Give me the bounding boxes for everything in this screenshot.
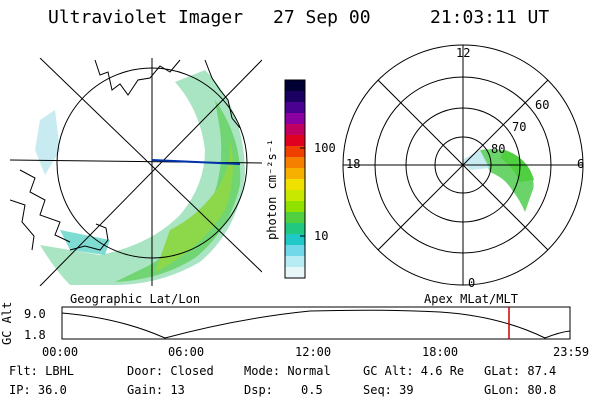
colorbar-segment <box>285 135 305 147</box>
mlt-label-18: 18 <box>346 157 361 171</box>
door-field: Door: Closed <box>127 364 214 378</box>
gain-field: Gain: 13 <box>127 383 185 397</box>
flt-field: Flt: LBHL <box>9 364 75 378</box>
colorbar-tick-10: 10 <box>314 229 329 243</box>
coastlines <box>10 59 241 251</box>
polar-map <box>342 44 584 286</box>
mode-field: Mode: Normal <box>244 364 331 378</box>
colorbar-segment <box>285 146 305 158</box>
colorbar-segment <box>285 124 305 136</box>
seq-field: Seq: 39 <box>363 383 414 397</box>
gc-alt-field: GC Alt: 4.6 Re <box>363 364 465 378</box>
colorbar-segment <box>285 245 305 257</box>
colorbar-tick-100: 100 <box>314 141 336 155</box>
geo-grid <box>10 58 262 286</box>
colorbar-segment <box>285 256 305 268</box>
terminator-line <box>151 159 241 165</box>
auroral-emission-polar <box>462 149 534 212</box>
alt-xtick: 06:00 <box>168 345 205 359</box>
polar-grid <box>342 44 584 286</box>
date-label: 27 Sep 00 <box>273 7 371 28</box>
altitude-plot <box>61 306 571 340</box>
glon-field: GLon: 80.8 <box>484 383 557 397</box>
mlt-label-0: 0 <box>468 276 476 290</box>
alt-xtick: 18:00 <box>422 345 459 359</box>
colorbar-label: photon cm⁻²s⁻¹ <box>265 138 279 240</box>
mlt-label-6: 6 <box>577 157 585 171</box>
colorbar-segment <box>285 80 305 92</box>
colorbar-segment <box>285 267 305 279</box>
alt-ytick-min: 1.8 <box>24 328 46 342</box>
alt-ylabel: GC Alt <box>0 301 14 345</box>
colorbar-frame <box>284 79 306 279</box>
lat-label-80: 80 <box>491 142 506 156</box>
ip-field: IP: 36.0 <box>9 383 67 397</box>
geographic-map <box>10 58 262 286</box>
alt-ytick-max: 9.0 <box>24 307 46 321</box>
alt-xtick: 00:00 <box>42 345 79 359</box>
colorbar-segment <box>285 168 305 180</box>
instrument-title: Ultraviolet Imager <box>48 7 244 28</box>
colorbar-segment <box>285 91 305 103</box>
colorbar-segment <box>285 190 305 202</box>
dsp-label: Dsp: <box>244 383 273 397</box>
dsp-value: 0.5 <box>301 383 323 397</box>
colorbar-segment <box>285 157 305 169</box>
colorbar-segment <box>285 102 305 114</box>
colorbar-segment <box>285 113 305 125</box>
alt-xtick: 23:59 <box>553 345 590 359</box>
colorbar-segment <box>285 179 305 191</box>
colorbar-segment <box>285 201 305 213</box>
glat-field: GLat: 87.4 <box>484 364 557 378</box>
colorbar-segment <box>285 234 305 246</box>
polar-caption: Apex MLat/MLT <box>424 292 518 306</box>
colorbar <box>284 79 306 279</box>
lat-label-70: 70 <box>512 120 527 134</box>
time-label: 21:03:11 UT <box>430 7 550 28</box>
colorbar-segment <box>285 223 305 235</box>
colorbar-segment <box>285 212 305 224</box>
mlt-label-12: 12 <box>456 46 471 60</box>
lat-label-60: 60 <box>535 98 550 112</box>
auroral-emission-geo <box>35 70 245 285</box>
geo-caption: Geographic Lat/Lon <box>70 292 201 306</box>
alt-xtick: 12:00 <box>295 345 332 359</box>
